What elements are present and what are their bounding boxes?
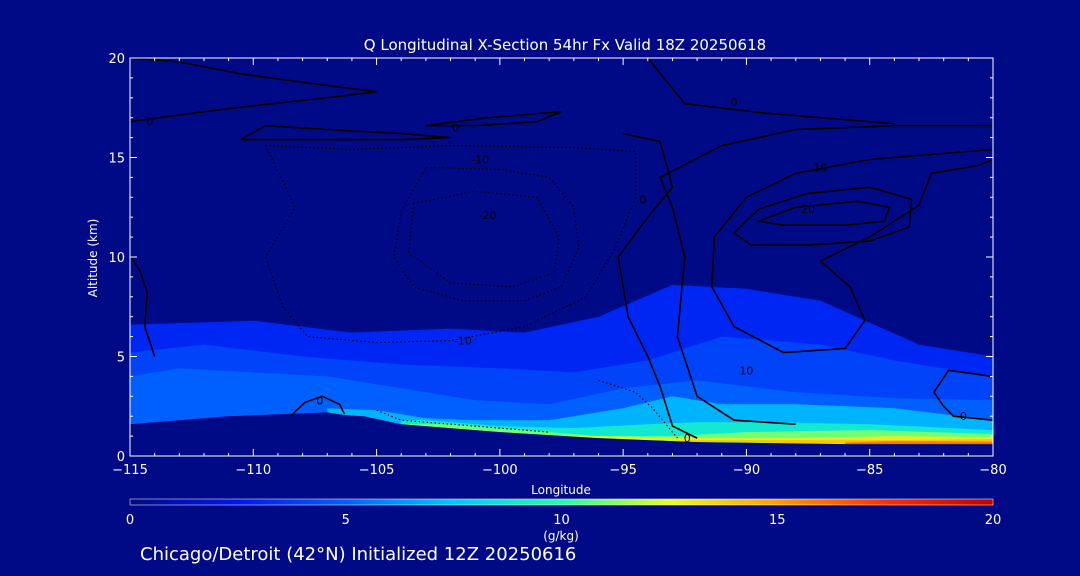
colorbar-unit-label: (g/kg) — [543, 529, 579, 543]
x-tick-label: −115 — [112, 463, 148, 478]
contour-label: 0 — [146, 116, 153, 129]
contour-line — [755, 200, 891, 226]
x-axis: −115 −110 −105 −100 −95 −90 −85 −80 — [112, 58, 1007, 478]
contour-label: 20 — [801, 203, 815, 216]
contour-line — [732, 186, 913, 246]
x-tick-label: −85 — [856, 463, 883, 478]
y-axis-label: Altitude (km) — [86, 219, 100, 298]
contour-line — [130, 58, 377, 123]
contour-label: 10 — [739, 364, 753, 377]
contour-line — [932, 369, 993, 421]
terrain-layer — [130, 414, 993, 456]
contour-line — [617, 132, 698, 439]
contour-label: 0 — [684, 432, 691, 445]
contour-label: 0 — [452, 122, 459, 135]
y-tick-label: 5 — [117, 351, 125, 366]
x-axis-label: Longitude — [531, 483, 591, 497]
moisture-fill-layers — [130, 284, 993, 445]
y-axis: 0 5 10 15 20 — [108, 52, 993, 465]
contour-line — [393, 166, 580, 302]
y-tick-label: 10 — [108, 251, 125, 266]
x-tick-label: −95 — [609, 463, 636, 478]
contour-line — [289, 395, 346, 417]
colorbar-tick-label: 0 — [126, 513, 134, 528]
contour-line — [264, 144, 637, 344]
contour-label: 10 — [813, 161, 827, 174]
x-tick-label: −100 — [482, 463, 518, 478]
contour-label: 0 — [316, 394, 323, 407]
footer-caption: Chicago/Detroit (42°N) Initialized 12Z 2… — [140, 544, 576, 565]
terrain-mask — [130, 414, 993, 456]
contour-line — [711, 148, 993, 354]
contour-layer — [130, 58, 993, 439]
contour-label: 0 — [639, 193, 646, 206]
colorbar-tick-label: 15 — [769, 513, 786, 528]
contour-label: -20 — [479, 209, 497, 222]
y-tick-label: 20 — [108, 52, 125, 67]
moisture-band — [845, 441, 993, 445]
colorbar-bar — [129, 498, 994, 506]
x-tick-label: −105 — [359, 463, 395, 478]
contour-line — [240, 124, 451, 141]
x-tick-label: −110 — [235, 463, 271, 478]
colorbar-tick-label: 20 — [985, 513, 1002, 528]
y-tick-label: 15 — [108, 152, 125, 167]
contour-line — [647, 58, 895, 125]
x-tick-label: −90 — [733, 463, 760, 478]
colorbar-tick-label: 5 — [342, 513, 350, 528]
plot-area: 0 0 0 10 20 -10 -20 -10 10 0 0 0 0 — [130, 58, 993, 456]
contour-label-layer: 0 0 0 10 20 -10 -20 -10 10 0 0 0 0 — [146, 96, 967, 445]
contour-line — [130, 254, 156, 357]
colorbar: 0 5 10 15 20 (g/kg) — [126, 498, 1001, 543]
contour-label: 0 — [731, 96, 738, 109]
colorbar-tick-label: 10 — [553, 513, 570, 528]
contour-line — [425, 110, 562, 127]
y-tick-label: 0 — [117, 450, 125, 465]
contour-label: 0 — [960, 410, 967, 423]
contour-label: -10 — [471, 153, 489, 166]
contour-line — [659, 124, 993, 425]
contour-line — [407, 190, 560, 288]
x-tick-label: −80 — [979, 463, 1006, 478]
contour-label: -10 — [454, 335, 472, 348]
colorbar-ticks: 0 5 10 15 20 — [126, 513, 1001, 528]
contour-line — [376, 409, 550, 433]
chart-title: Q Longitudinal X-Section 54hr Fx Valid 1… — [364, 36, 766, 54]
